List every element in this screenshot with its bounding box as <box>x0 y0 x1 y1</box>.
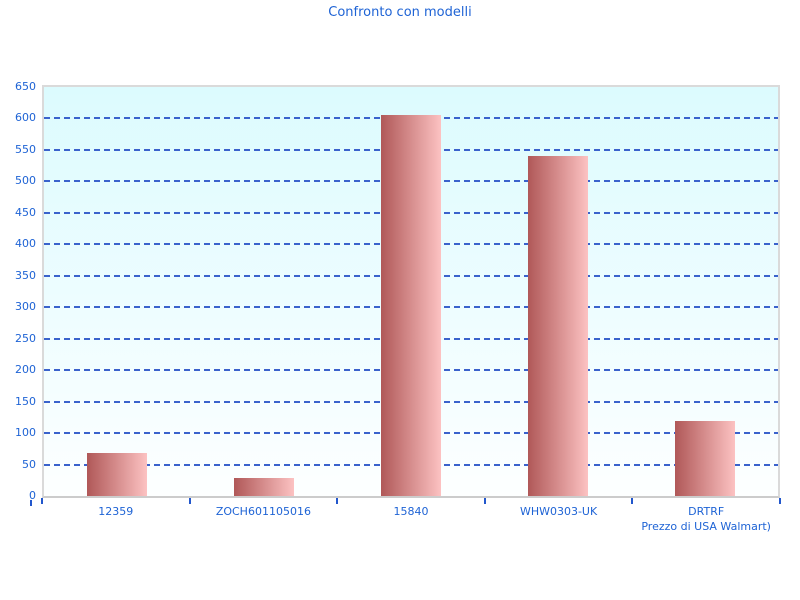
y-axis-label-500: 500 <box>15 174 36 188</box>
category-label: 15840 <box>393 505 429 518</box>
plot-area <box>42 85 780 498</box>
category-label: WHW0303-UK <box>519 505 598 518</box>
x-axis-labels: 12359 ZOCH601105016 15840 WHW0303-UK DRTRF Pr… <box>42 504 780 534</box>
x-axis-tick-2 <box>336 498 339 504</box>
x-axis-tick-1 <box>188 498 191 504</box>
x-axis-label-WHW0303-UK: WHW0303-UK <box>485 504 633 534</box>
y-axis-label-650: 650 <box>15 80 36 93</box>
y-axis-label-0: 0 <box>29 489 36 502</box>
y-axis-label-200: 200 <box>15 363 36 377</box>
bar-15840 <box>381 115 441 496</box>
category-label: 12359 <box>98 505 134 518</box>
x-axis-tick-4 <box>631 498 634 504</box>
y-axis-label-600: 600 <box>15 111 36 125</box>
category-sublabel: Prezzo di USA Walmart) <box>641 520 771 533</box>
y-axis-label-250: 250 <box>15 331 36 345</box>
y-axis-label-450: 450 <box>15 205 36 219</box>
y-axis-label-50: 50 <box>22 457 36 471</box>
y-axis-label-550: 550 <box>15 142 36 156</box>
y-axis-label-400: 400 <box>15 237 36 251</box>
chart-title: Confronto con modelli <box>328 5 472 20</box>
x-axis-label-ZOCH601105016: ZOCH601105016 <box>190 504 338 534</box>
x-axis-label-12359: 12359 <box>42 504 190 534</box>
y-axis-label-100: 100 <box>15 426 36 440</box>
x-axis-label-DRTRF: DRTRF Prezzo di USA Walmart) <box>632 504 780 534</box>
bar-12359 <box>87 453 148 496</box>
x-axis-tick-5 <box>779 498 781 504</box>
category-label: ZOCH601105016 <box>215 505 311 518</box>
category-label: DRTRF <box>688 505 725 518</box>
y-axis-label-300: 300 <box>15 300 36 314</box>
y-axis-zero-tick <box>30 500 32 506</box>
x-axis-label-15840: 15840 <box>337 504 485 534</box>
x-axis-tick-3 <box>483 498 486 504</box>
bar-ZOCH601105016 <box>234 478 295 496</box>
bar-WHW0303-UK <box>527 156 588 496</box>
y-axis-label-150: 150 <box>15 394 36 408</box>
x-axis-tick-0 <box>41 498 43 504</box>
bar-DRTRF <box>674 420 735 496</box>
y-axis-label-350: 350 <box>15 268 36 282</box>
